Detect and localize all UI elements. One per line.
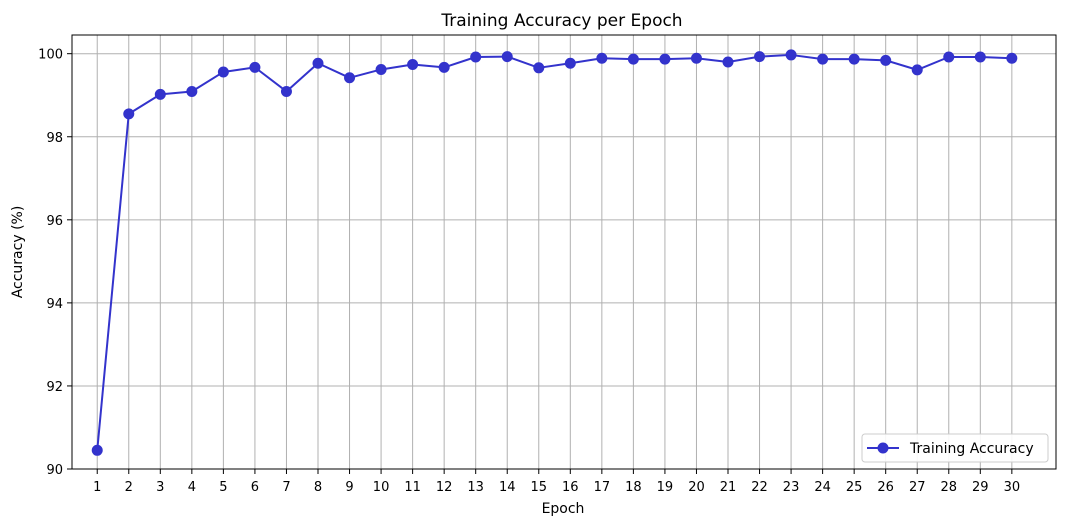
data-point (280, 85, 292, 97)
data-point (154, 88, 166, 100)
x-tick-label: 16 (562, 480, 579, 495)
x-tick-label: 3 (156, 480, 164, 495)
x-tick-label: 15 (530, 480, 547, 495)
y-tick-label: 90 (46, 463, 63, 478)
y-tick-label: 98 (46, 131, 63, 146)
data-point (312, 57, 324, 69)
legend-marker-swatch (877, 442, 889, 454)
x-tick-label: 6 (251, 480, 259, 495)
x-tick-label: 21 (720, 480, 737, 495)
data-point (186, 85, 198, 97)
x-tick-label: 11 (404, 480, 421, 495)
y-axis-label: Accuracy (%) (10, 206, 26, 299)
x-tick-label: 30 (1004, 480, 1021, 495)
x-tick-label: 4 (188, 480, 196, 495)
x-tick-label: 23 (783, 480, 800, 495)
x-tick-label: 9 (345, 480, 353, 495)
x-tick-label: 25 (846, 480, 863, 495)
legend-entry-training-accuracy: Training Accuracy (909, 441, 1034, 457)
data-point (596, 52, 608, 64)
y-tick-label: 92 (46, 380, 63, 395)
x-tick-label: 17 (594, 480, 611, 495)
data-point (564, 57, 576, 69)
y-tick-label: 94 (46, 297, 63, 312)
data-point (533, 62, 545, 74)
x-axis-label: Epoch (542, 501, 585, 517)
data-point (817, 53, 829, 65)
data-point (501, 51, 513, 63)
x-tick-label: 14 (499, 480, 516, 495)
x-tick-label: 19 (657, 480, 674, 495)
x-tick-label: 2 (125, 480, 133, 495)
data-point (943, 51, 955, 63)
data-point (375, 63, 387, 75)
y-axis-ticks: 90 92 94 96 98 100 (38, 48, 72, 478)
x-tick-label: 18 (625, 480, 642, 495)
data-point (911, 64, 923, 76)
data-point (785, 49, 797, 61)
y-tick-label: 96 (46, 214, 63, 229)
x-axis-ticks: 1 2 3 4 5 6 7 8 9 10 11 12 13 14 15 16 17 18 19 20 21 22 23 24 2… (93, 469, 1020, 495)
data-point (722, 56, 734, 68)
data-point (627, 53, 639, 65)
data-point (217, 66, 229, 78)
x-tick-label: 20 (688, 480, 705, 495)
data-point (91, 444, 103, 456)
x-tick-label: 26 (877, 480, 894, 495)
x-tick-label: 27 (909, 480, 926, 495)
x-tick-label: 22 (751, 480, 768, 495)
data-point (880, 54, 892, 66)
x-tick-label: 1 (93, 480, 101, 495)
data-point (438, 61, 450, 73)
data-point (974, 51, 986, 63)
plot-frame (71, 34, 1057, 470)
data-point (690, 52, 702, 64)
series-layer (91, 49, 1018, 456)
data-point (407, 58, 419, 70)
grid-lines (72, 35, 1056, 470)
data-point (470, 51, 482, 63)
data-point (249, 61, 261, 73)
data-point (344, 72, 356, 84)
x-tick-label: 5 (219, 480, 227, 495)
x-tick-label: 13 (467, 480, 484, 495)
x-tick-label: 12 (436, 480, 453, 495)
y-tick-label: 100 (38, 48, 63, 63)
x-tick-label: 10 (373, 480, 390, 495)
data-point (1006, 52, 1018, 64)
x-tick-label: 28 (940, 480, 957, 495)
chart-title: Training Accuracy per Epoch (440, 11, 682, 31)
legend-box (861, 433, 1049, 463)
x-tick-label: 8 (314, 480, 322, 495)
x-tick-label: 24 (814, 480, 831, 495)
data-point (848, 53, 860, 65)
data-point (754, 51, 766, 63)
data-point (123, 108, 135, 120)
data-point (659, 53, 671, 65)
x-tick-label: 29 (972, 480, 989, 495)
legend: Training Accuracy (861, 433, 1049, 463)
x-tick-label: 7 (282, 480, 290, 495)
